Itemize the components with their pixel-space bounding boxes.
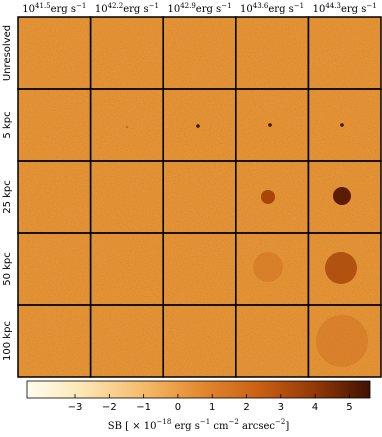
column-label-base: 10 xyxy=(167,4,180,15)
column-label: 1043.6erg s−1 xyxy=(240,2,304,15)
column-label-base: 10 xyxy=(22,4,35,15)
source xyxy=(325,252,357,284)
panel-noise xyxy=(163,17,236,89)
colorbar-label-sup: −1 xyxy=(200,418,210,426)
column-label-unit: erg s xyxy=(51,4,76,15)
panel-noise xyxy=(18,89,91,161)
panel-noise xyxy=(90,161,164,233)
panel-noise xyxy=(90,89,164,161)
colorbar-tick-label: −1 xyxy=(136,402,151,413)
colorbar xyxy=(26,380,371,399)
panel-noise xyxy=(235,305,309,377)
row-label: 50 kpc xyxy=(2,252,13,286)
colorbar-label-sup: −2 xyxy=(275,418,285,426)
source xyxy=(253,252,283,282)
column-label-base: 10 xyxy=(313,4,326,15)
panel-noise xyxy=(235,89,309,161)
source xyxy=(196,124,200,128)
panel-noise xyxy=(18,17,91,89)
sources xyxy=(125,123,368,367)
column-label: 1042.9erg s−1 xyxy=(167,2,231,15)
colorbar-label-text: SB [ × 10 xyxy=(108,421,157,432)
column-label-exp: 42.2 xyxy=(108,2,124,10)
row-label: Unresolved xyxy=(2,25,13,81)
panel-noise xyxy=(235,233,309,305)
panels xyxy=(18,17,381,377)
panel-noise xyxy=(163,161,236,233)
colorbar-tick-label: 2 xyxy=(243,402,249,413)
column-label-base: 10 xyxy=(240,4,253,15)
colorbar-tick-label: 4 xyxy=(312,402,318,413)
column-label: 1042.2erg s−1 xyxy=(95,2,159,15)
row-label: 5 kpc xyxy=(2,111,13,138)
panel-noise xyxy=(163,233,236,305)
source xyxy=(333,187,351,205)
row-label: 100 kpc xyxy=(2,321,13,361)
source xyxy=(268,123,272,127)
column-label-exp: 42.9 xyxy=(180,2,196,10)
panel-noise xyxy=(163,89,236,161)
column-label-unit: erg s xyxy=(268,4,293,15)
colorbar-tick-label: −3 xyxy=(68,402,83,413)
column-label-unit-exp: −1 xyxy=(294,2,304,10)
colorbar-tick-label: 1 xyxy=(209,402,215,413)
source xyxy=(261,190,275,204)
panel-noise xyxy=(18,233,91,305)
column-label-unit-exp: −1 xyxy=(76,2,86,10)
panel-noise xyxy=(308,89,381,161)
column-label-unit: erg s xyxy=(196,4,221,15)
panel-noise xyxy=(90,305,164,377)
panel-noise xyxy=(18,161,91,233)
colorbar-tick-label: 0 xyxy=(175,402,181,413)
panel-noise xyxy=(90,233,164,305)
colorbar-tick-label: −2 xyxy=(102,402,117,413)
column-label: 1041.5erg s−1 xyxy=(22,2,86,15)
column-label: 1044.3erg s−1 xyxy=(313,2,377,15)
source xyxy=(316,315,368,367)
column-label-unit-exp: −1 xyxy=(149,2,159,10)
colorbar-label-sup: −18 xyxy=(157,418,172,426)
panel-frame xyxy=(307,304,382,378)
column-label-unit: erg s xyxy=(341,4,366,15)
colorbar-tick-label: 5 xyxy=(346,402,352,413)
colorbar-label-text: cm xyxy=(210,421,229,432)
column-label-unit-exp: −1 xyxy=(221,2,231,10)
colorbar-label-text: erg s xyxy=(171,421,200,432)
colorbar-label-sup: −2 xyxy=(228,418,238,426)
column-label-exp: 41.5 xyxy=(35,2,51,10)
column-label-exp: 43.6 xyxy=(253,2,269,10)
colorbar-tick-label: 3 xyxy=(278,402,284,413)
column-label-unit: erg s xyxy=(123,4,148,15)
source xyxy=(125,125,129,129)
panel-noise xyxy=(235,17,309,89)
panel-noise xyxy=(308,305,381,377)
panel-noise xyxy=(163,305,236,377)
column-label-base: 10 xyxy=(95,4,108,15)
colorbar-label-text: arcsec xyxy=(239,421,276,432)
colorbar-label: SB [ × 10−18 erg s−1 cm−2 arcsec−2] xyxy=(108,418,290,432)
panel-noise xyxy=(308,17,381,89)
column-label-unit-exp: −1 xyxy=(366,2,376,10)
colorbar-label-text: ] xyxy=(285,421,289,432)
panel-noise xyxy=(90,17,164,89)
column-label-exp: 44.3 xyxy=(325,2,341,10)
source xyxy=(340,123,344,127)
panel-noise xyxy=(18,305,91,377)
row-label: 25 kpc xyxy=(2,180,13,214)
